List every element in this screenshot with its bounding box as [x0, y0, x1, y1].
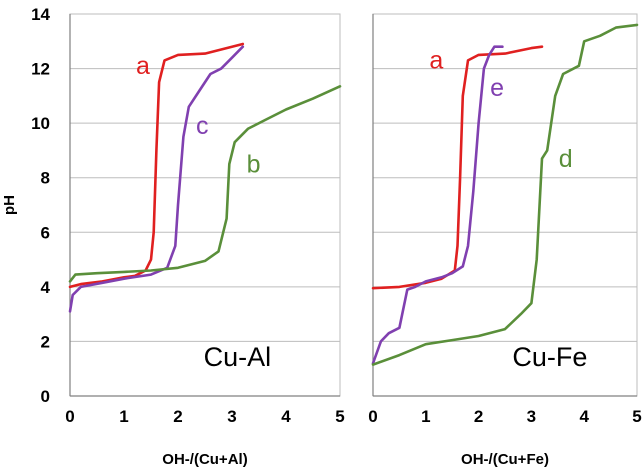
- y-tick-label: 12: [31, 60, 50, 79]
- x-tick-label: 1: [119, 407, 128, 426]
- y-tick-label: 8: [41, 169, 50, 188]
- x-tick-label: 4: [579, 407, 589, 426]
- y-axis-title: pH: [1, 195, 18, 215]
- y-tick-label: 14: [31, 5, 50, 24]
- x-tick-label: 1: [421, 407, 430, 426]
- x-tick-label: 3: [527, 407, 536, 426]
- series-label-a: a: [429, 47, 443, 75]
- series-label-b: b: [247, 150, 261, 178]
- x-tick-label: 5: [632, 407, 641, 426]
- series-label-d: d: [559, 145, 573, 173]
- series-line-a: [68, 42, 245, 289]
- y-tick-label: 6: [41, 223, 50, 242]
- x-tick-label: 2: [474, 407, 483, 426]
- y-tick-label: 0: [41, 387, 50, 406]
- y-tick-label: 4: [41, 278, 51, 297]
- series-line-b: [68, 85, 342, 283]
- plot-area: [69, 13, 341, 397]
- x-tick-label: 2: [173, 407, 182, 426]
- series-line-c: [68, 45, 245, 313]
- x-tick-label: 5: [335, 407, 344, 426]
- x-axis-title: OH-/(Cu+Fe): [461, 451, 549, 468]
- panel-label: Cu-Fe: [512, 342, 587, 372]
- x-tick-label: 0: [65, 407, 74, 426]
- series-line-e: [371, 45, 504, 365]
- chart-panel-cu-fe: 0 1 2 3 4 5 OH-/(Cu+Fe) a e d Cu-Fe: [368, 13, 642, 468]
- x-axis-title: OH-/(Cu+Al): [162, 451, 247, 468]
- x-tick-label: 4: [281, 407, 291, 426]
- panel-label: Cu-Al: [204, 342, 272, 372]
- series-label-a: a: [136, 52, 150, 80]
- x-tick-label: 0: [368, 407, 377, 426]
- plot-area: [372, 13, 638, 397]
- series-label-c: c: [196, 112, 209, 140]
- y-tick-label: 10: [31, 114, 50, 133]
- series-line-d: [371, 23, 639, 366]
- y-tick-label: 2: [41, 332, 50, 351]
- x-tick-label: 3: [227, 407, 236, 426]
- series-label-e: e: [490, 74, 504, 102]
